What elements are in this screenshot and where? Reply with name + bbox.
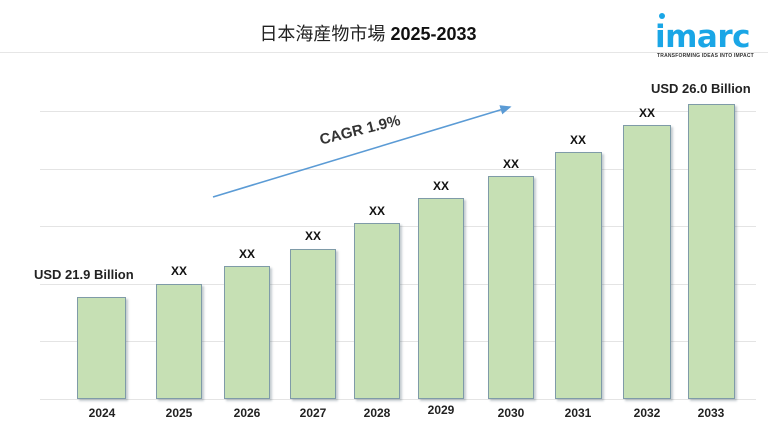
end-value-label: USD 26.0 Billion [651, 81, 751, 96]
x-label-2031: 2031 [564, 406, 592, 420]
value-label-2030: XX [502, 157, 519, 171]
x-label-2026: 2026 [233, 406, 261, 420]
logo-tagline: TRANSFORMING IDEAS INTO IMPACT [657, 53, 754, 59]
value-label-2032: XX [638, 106, 655, 120]
x-label-2033: 2033 [697, 406, 725, 420]
x-label-2025: 2025 [165, 406, 193, 420]
x-label-2027: 2027 [299, 406, 327, 420]
x-label-2032: 2032 [633, 406, 661, 420]
value-label-2026: XX [238, 247, 255, 261]
chart-title: 日本海産物市場 2025-2033 [0, 20, 736, 46]
bar-2025 [156, 284, 202, 399]
baseline [40, 399, 756, 400]
gridline [40, 111, 756, 112]
start-value-label: USD 21.9 Billion [34, 267, 134, 282]
title-japanese: 日本海産物市場 [259, 24, 386, 45]
x-label-2030: 2030 [497, 406, 525, 420]
imarc-logo: imarc TRANSFORMING IDEAS INTO IMPACT [650, 8, 760, 59]
bar-2027 [290, 249, 336, 399]
title-years: 2025-2033 [390, 24, 477, 44]
logo-dot-icon [659, 13, 665, 19]
header-divider [0, 52, 768, 53]
x-label-2024: 2024 [88, 406, 116, 420]
bar-2029 [418, 198, 464, 399]
x-label-2029: 2029 [427, 403, 455, 417]
bar-2031 [555, 152, 602, 399]
x-label-2028: 2028 [363, 406, 391, 420]
bar-2032 [623, 125, 671, 399]
gridline [40, 169, 756, 170]
value-label-2029: XX [432, 179, 449, 193]
value-label-2028: XX [368, 204, 385, 218]
bar-2033 [688, 104, 735, 399]
value-label-2025: XX [170, 264, 187, 278]
value-label-2027: XX [304, 229, 321, 243]
logo-wordmark: imarc [655, 19, 751, 55]
bar-2030 [488, 176, 534, 399]
bar-2028 [354, 223, 400, 399]
bar-2026 [224, 266, 270, 399]
value-label-2031: XX [569, 133, 586, 147]
bar-2024 [77, 297, 126, 399]
